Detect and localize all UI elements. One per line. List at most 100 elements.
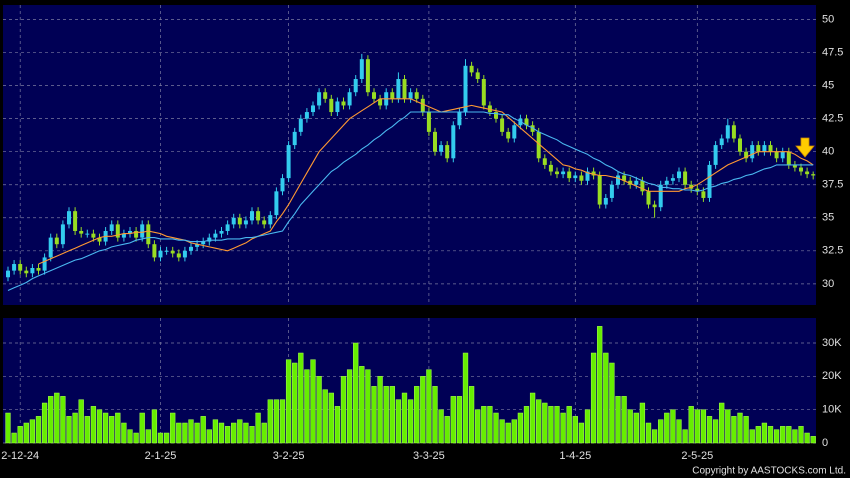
volume-bar xyxy=(54,392,60,444)
candle-body xyxy=(140,224,145,238)
candle-body xyxy=(530,125,535,132)
candle-body xyxy=(176,253,181,258)
x-tick-label: 3-3-25 xyxy=(413,450,445,462)
y-tick-label: 20K xyxy=(822,370,842,382)
candle-body xyxy=(97,237,102,242)
y-tick-label: 30K xyxy=(822,337,842,349)
candle-body xyxy=(439,145,444,152)
candle-body xyxy=(542,158,547,165)
volume-bar xyxy=(151,409,158,444)
candle-body xyxy=(146,224,151,245)
volume-bar xyxy=(456,396,463,444)
candle-body xyxy=(426,112,431,132)
candle-body xyxy=(652,204,657,208)
volume-bar xyxy=(255,412,261,444)
candle-body xyxy=(664,180,669,185)
volume-bar xyxy=(340,376,347,444)
candle-body xyxy=(707,164,712,198)
volume-bar xyxy=(365,369,371,444)
candle-body xyxy=(231,217,236,225)
candle-body xyxy=(463,65,468,113)
volume-bar xyxy=(200,416,206,444)
candle-body xyxy=(298,118,303,132)
candle-body xyxy=(744,151,749,159)
volume-bar xyxy=(273,399,280,444)
volume-bar xyxy=(163,432,170,444)
candle-body xyxy=(79,230,84,234)
volume-bar xyxy=(450,396,456,444)
candle-body xyxy=(756,145,761,152)
volume-bar xyxy=(511,419,517,444)
volume-bar xyxy=(804,432,810,444)
volume-bar xyxy=(261,422,267,444)
candle-body xyxy=(780,151,785,159)
volume-bar xyxy=(523,406,530,444)
candle-body xyxy=(609,184,614,198)
volume-bar xyxy=(182,422,188,444)
candle-body xyxy=(768,145,773,152)
volume-bar xyxy=(389,386,395,444)
volume-bar xyxy=(267,399,273,444)
volume-bar xyxy=(578,422,585,444)
volume-bar xyxy=(554,406,560,444)
volume-bar xyxy=(41,402,48,444)
candle-body xyxy=(18,264,23,271)
candle-body xyxy=(451,125,456,159)
volume-bar xyxy=(17,426,23,444)
volume-bar xyxy=(737,412,743,444)
candle-body xyxy=(323,92,328,99)
candle-body xyxy=(292,131,297,146)
candle-body xyxy=(121,233,126,238)
volume-bar xyxy=(249,426,255,444)
candle-body xyxy=(256,211,261,221)
candle-body xyxy=(603,197,608,205)
y-tick-label: 35 xyxy=(822,212,834,224)
volume-bar xyxy=(475,409,481,444)
candle-body xyxy=(219,230,224,234)
volume-bar xyxy=(505,422,511,444)
volume-bar xyxy=(109,416,115,444)
volume-bar xyxy=(285,359,292,444)
candle-body xyxy=(713,145,718,165)
volume-bar xyxy=(487,406,493,444)
volume-bar xyxy=(633,412,639,444)
candle-body xyxy=(396,79,401,99)
volume-bar xyxy=(298,352,304,444)
candle-body xyxy=(640,180,645,192)
candle-body xyxy=(317,92,322,106)
volume-bar xyxy=(231,422,237,444)
candle-body xyxy=(420,98,425,113)
volume-bar xyxy=(560,412,566,444)
candle-body xyxy=(487,105,492,113)
y-tick-label: 50 xyxy=(822,13,834,25)
volume-bar xyxy=(731,416,737,444)
candle-body xyxy=(359,59,364,80)
y-tick-label: 45 xyxy=(822,80,834,92)
volume-bar xyxy=(115,412,121,444)
moving-average-line xyxy=(7,111,814,292)
volume-bar xyxy=(243,422,249,444)
volume-bar xyxy=(676,419,682,444)
volume-bar xyxy=(542,402,548,444)
volume-bar xyxy=(304,369,310,444)
volume-bar xyxy=(102,412,109,444)
y-tick-label: 40 xyxy=(822,146,834,158)
volume-bar xyxy=(121,422,127,444)
volume-bar xyxy=(786,426,792,444)
volume-bar xyxy=(719,402,725,444)
candle-body xyxy=(207,237,212,242)
candle-body xyxy=(445,145,450,159)
volume-bar xyxy=(218,422,225,444)
volume-bar xyxy=(694,409,700,444)
volume-bar xyxy=(688,406,694,444)
x-tick-label: 2-12-24 xyxy=(1,450,39,462)
candle-body xyxy=(115,224,120,238)
candle-body xyxy=(616,175,620,185)
volume-bar xyxy=(133,432,139,444)
candle-body xyxy=(85,233,90,235)
candle-body xyxy=(262,220,267,225)
candle-body xyxy=(170,250,175,254)
volume-bar xyxy=(60,396,66,444)
candle-body xyxy=(555,171,559,175)
